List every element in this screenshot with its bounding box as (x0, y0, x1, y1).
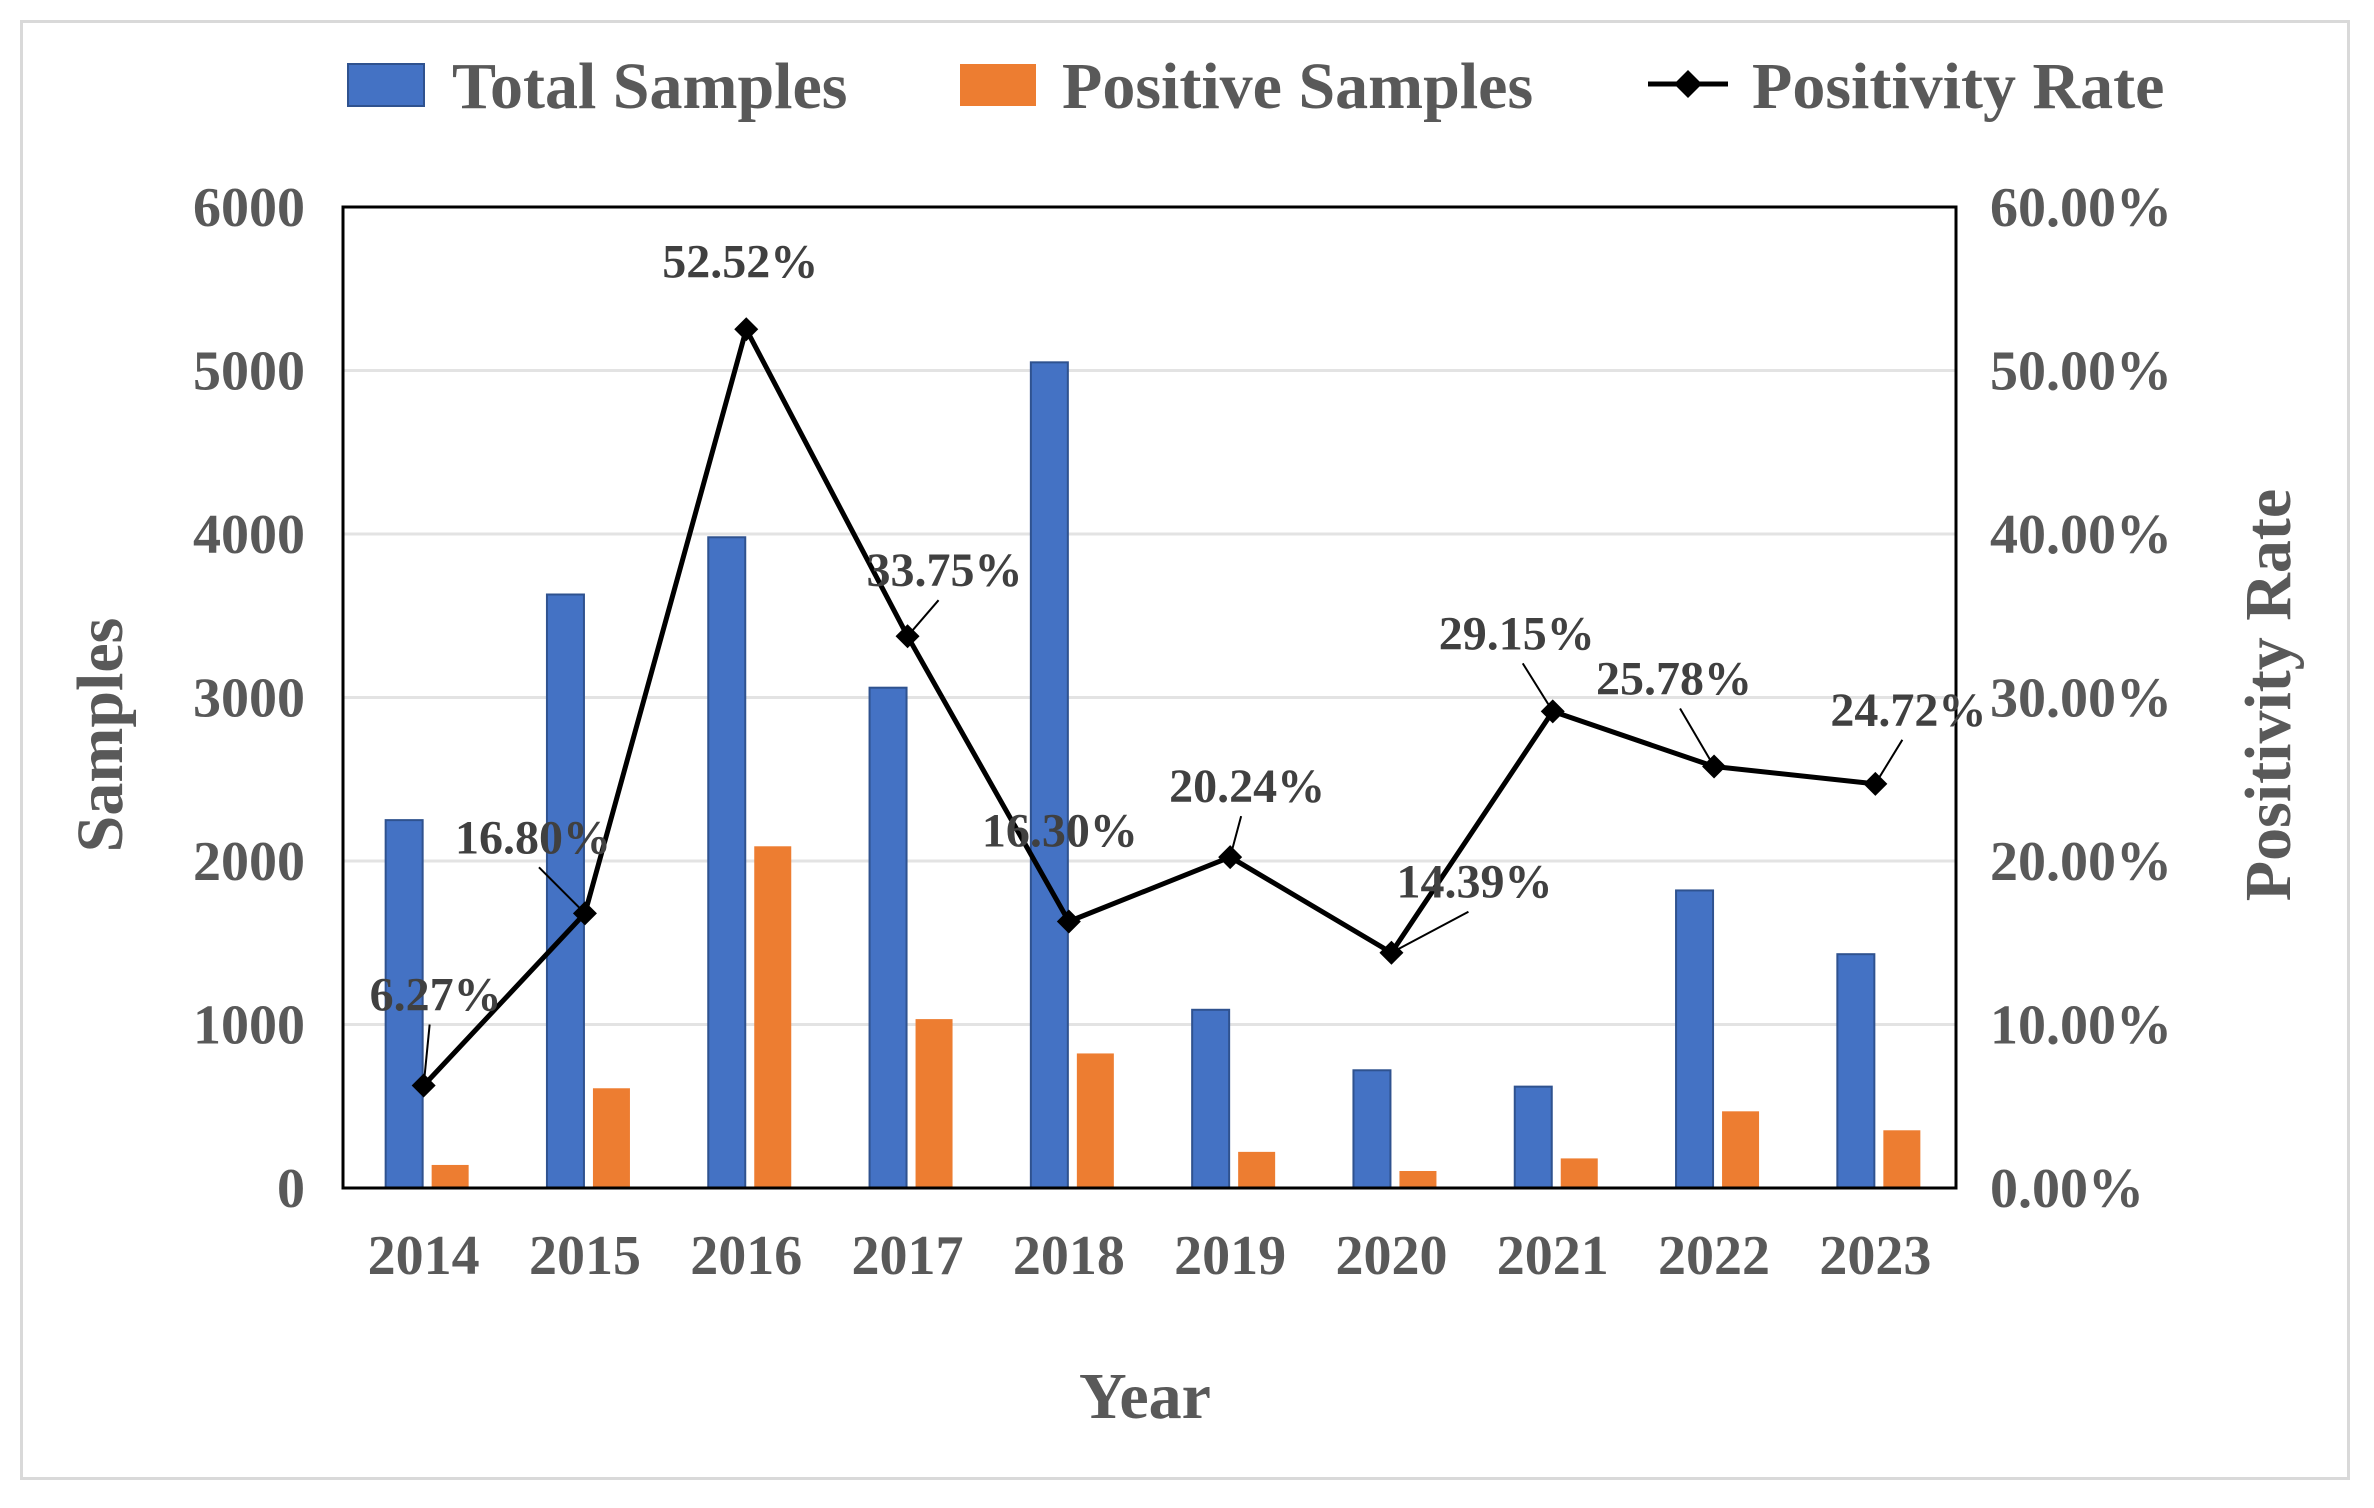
data-label-leader (538, 866, 586, 915)
bar-positive-samples-2020 (1399, 1170, 1437, 1188)
bar-total-samples-2022 (1675, 889, 1715, 1189)
legend-swatch-total-samples (347, 63, 425, 107)
data-label-leader (1229, 815, 1243, 858)
data-label-leader (1874, 739, 1904, 785)
bar-positive-samples-2015 (592, 1088, 630, 1188)
legend-marker-positivity-rate (1674, 70, 1702, 98)
y2-tick-label: 60.00% (1990, 177, 2172, 239)
bar-positive-samples-2018 (1076, 1053, 1114, 1188)
bars (384, 361, 1921, 1190)
bar-total-samples-2018 (1029, 361, 1069, 1189)
x-tick-label: 2021 (1497, 1225, 1609, 1287)
data-label-leader (422, 1024, 431, 1086)
x-tick-label: 2015 (529, 1225, 641, 1287)
positivity-rate-marker-2018 (1056, 909, 1081, 934)
x-tick-label: 2019 (1174, 1225, 1286, 1287)
y2-tick-label: 50.00% (1990, 341, 2172, 403)
y2-tick-label: 20.00% (1990, 831, 2172, 893)
y-tick-label: 3000 (193, 668, 305, 730)
x-tick-label: 2016 (690, 1225, 802, 1287)
x-tick-label: 2023 (1819, 1225, 1931, 1287)
legend-label-positive-samples: Positive Samples (1062, 50, 1533, 123)
legend-swatch-positive-samples (960, 64, 1036, 106)
data-label-positivity-rate-2023: 24.72% (1830, 684, 1986, 737)
data-label-positivity-rate-2014: 6.27% (370, 968, 502, 1021)
data-label-leader (1521, 662, 1554, 712)
y2-axis-title: Positivity Rate (2232, 489, 2305, 901)
data-label-positivity-rate-2019: 20.24% (1169, 760, 1325, 813)
bar-total-samples-2021 (1513, 1085, 1553, 1190)
bar-total-samples-2020 (1352, 1069, 1392, 1190)
y-tick-label: 4000 (193, 504, 305, 566)
bar-total-samples-2019 (1191, 1008, 1231, 1189)
y2-tick-label: 30.00% (1990, 668, 2172, 730)
data-label-leader (1390, 910, 1469, 954)
x-tick-label: 2018 (1013, 1225, 1125, 1287)
x-axis-title: Year (1079, 1360, 1211, 1433)
x-tick-label: 2020 (1335, 1225, 1447, 1287)
bar-positive-samples-2014 (431, 1164, 469, 1188)
data-label-positivity-rate-2020: 14.39% (1396, 856, 1552, 909)
legend-label-positivity-rate: Positivity Rate (1752, 50, 2164, 123)
positivity-rate-marker-2016 (734, 317, 759, 342)
x-tick-label: 2017 (852, 1225, 964, 1287)
data-label-positivity-rate-2021: 29.15% (1439, 607, 1595, 660)
data-label-positivity-rate-2016: 52.52% (662, 235, 818, 288)
x-tick-label: 2014 (368, 1225, 480, 1287)
data-label-positivity-rate-2017: 33.75% (867, 544, 1023, 597)
bar-total-samples-2016 (707, 536, 747, 1189)
legend: Total Samples Positive Samples Positivit… (347, 50, 2164, 123)
positivity-rate-series-line (421, 326, 1876, 1088)
tick-labels: 0 1000 2000 3000 4000 5000 6000 0.00% 10.00% 20.0… (193, 177, 2172, 1287)
data-label-positivity-rate-2022: 25.78% (1596, 652, 1752, 705)
data-label-leader (906, 599, 940, 637)
y-tick-label: 2000 (193, 831, 305, 893)
data-label-positivity-rate-2018: 16.30% (982, 804, 1138, 857)
bar-positive-samples-2019 (1238, 1151, 1276, 1188)
y2-tick-label: 10.00% (1990, 995, 2172, 1057)
x-tick-label: 2022 (1658, 1225, 1770, 1287)
bar-total-samples-2023 (1836, 953, 1876, 1189)
positivity-rate-line: 6.27% 16.80% 52.52% 33.75% 16.30% 20.24% 14.39… (370, 235, 1986, 1098)
y-tick-label: 5000 (193, 341, 305, 403)
bar-total-samples-2015 (545, 593, 585, 1189)
y-axis-title: Samples (64, 618, 137, 853)
y2-tick-label: 0.00% (1990, 1158, 2144, 1220)
bar-total-samples-2017 (868, 686, 908, 1189)
y-tick-label: 1000 (193, 995, 305, 1057)
y2-tick-label: 40.00% (1990, 504, 2172, 566)
data-label-leader (1679, 707, 1715, 768)
bar-positive-samples-2016 (754, 846, 792, 1188)
axes (341, 205, 1958, 1190)
bar-positive-samples-2017 (915, 1019, 953, 1188)
bar-positive-samples-2022 (1722, 1111, 1760, 1188)
y-tick-label: 0 (277, 1158, 305, 1220)
plot-area-border (341, 205, 1958, 1190)
bar-positive-samples-2021 (1560, 1158, 1598, 1188)
legend-label-total-samples: Total Samples (452, 50, 847, 123)
data-label-positivity-rate-2015: 16.80% (455, 811, 611, 864)
y-tick-label: 6000 (193, 177, 305, 239)
chart-frame (20, 20, 2350, 1480)
bar-positive-samples-2023 (1883, 1130, 1921, 1188)
